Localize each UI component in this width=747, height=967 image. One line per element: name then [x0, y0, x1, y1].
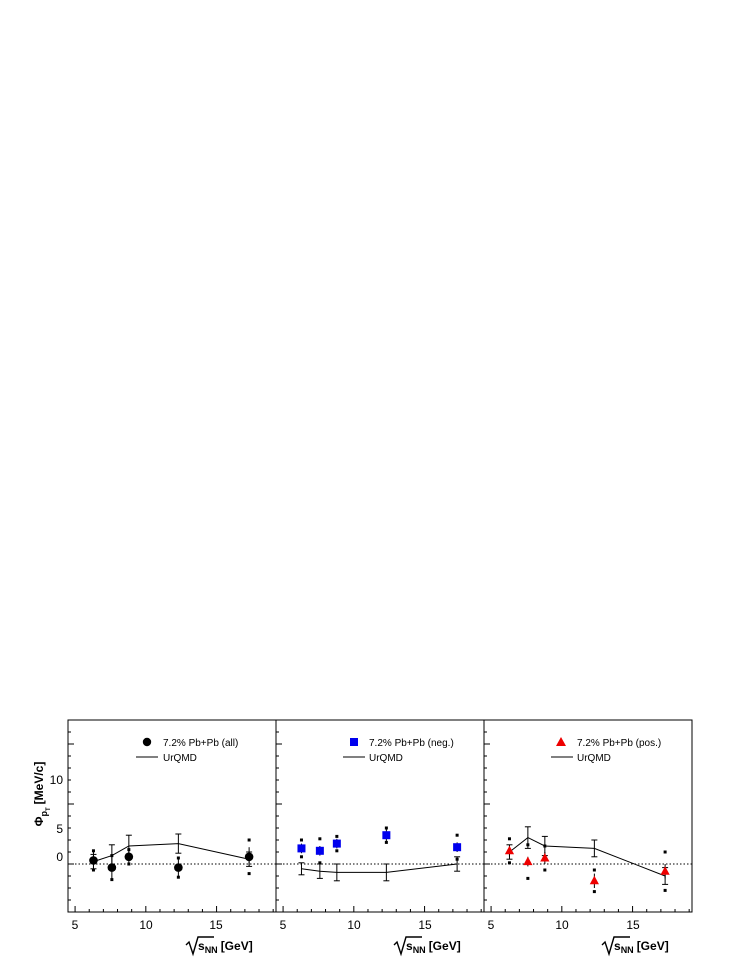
p2-urqmd-curve	[301, 863, 458, 873]
p2-data-point-0	[297, 844, 306, 853]
p1-x-axis-unit: [GeV]	[221, 939, 253, 953]
p2-data-sys-bottom-2	[335, 849, 339, 853]
p2-legend-marker	[350, 738, 358, 746]
p1-x-tick-label-10: 10	[139, 918, 153, 932]
p1-data-sys-bottom-0	[91, 868, 95, 872]
p3-x-axis-title: sNN [GeV]	[601, 936, 669, 957]
p3-legend: 7.2% Pb+Pb (pos.) UrQMD	[551, 737, 661, 764]
p3-legend-data-label: 7.2% Pb+Pb (pos.)	[577, 738, 661, 749]
p1-data-sys-top-1	[110, 854, 114, 858]
p1-data-sys-top-0	[91, 849, 95, 853]
p3-data-point-2	[540, 853, 550, 862]
y-axis-subsub: T	[46, 807, 52, 811]
p2-x-tick-label-10: 10	[347, 918, 361, 932]
y-axis-unit: [MeV/c]	[32, 762, 46, 805]
p2-data-sys-bottom-3	[384, 840, 388, 844]
p2-data-sys-bottom-4	[455, 857, 459, 861]
p3-legend-marker	[556, 737, 566, 746]
svg-text:sNN[GeV]: sNN [GeV]	[406, 939, 461, 955]
p3-data-point-3	[589, 875, 599, 885]
p3-x-axis-sub: NN	[621, 945, 634, 955]
p2-data-sys-bottom-0	[299, 855, 303, 859]
p3-legend-model-label: UrQMD	[577, 753, 611, 764]
p3-x-tick-label-10: 10	[555, 918, 569, 932]
p1-sqrt-sign	[185, 936, 214, 957]
p3-data-point-0	[504, 845, 515, 855]
p1-data-sys-bottom-1	[110, 878, 114, 882]
p3-data-sys-top-3	[592, 868, 596, 872]
svg-text:sNN[GeV]: sNN [GeV]	[614, 939, 669, 955]
p1-x-tick-label-15: 15	[209, 918, 223, 932]
p1-data-point-2	[124, 852, 134, 862]
p2-sqrt-sign	[393, 936, 422, 957]
p3-data-sys-top-4	[663, 850, 667, 854]
p3-data-sys-top-0	[507, 837, 511, 841]
p2-x-tick-label-15: 15	[418, 918, 432, 932]
p1-legend-marker	[142, 737, 152, 747]
p1-data-sys-bottom-2	[127, 862, 131, 866]
p1-data-sys-bottom-3	[176, 875, 180, 879]
p3-x-tick-label-15: 15	[626, 918, 640, 932]
p2-x-axis-sub: NN	[413, 945, 426, 955]
y-tick-label-5: 5	[56, 822, 63, 836]
p2-x-tick-label-5: 5	[280, 918, 287, 932]
y-axis-sub: p	[39, 811, 49, 817]
p2-data-point-3	[382, 831, 391, 840]
p3-data-sys-bottom-2	[543, 868, 547, 872]
p2-data-sys-top-2	[335, 834, 339, 838]
p2-data-sys-top-0	[299, 838, 303, 842]
p2-data-point-4	[453, 843, 462, 852]
p1-x-axis-title: sNN [GeV]	[185, 936, 253, 957]
p3-data-sys-bottom-3	[592, 890, 596, 894]
y-axis-symbol: Φ	[32, 816, 46, 826]
p3-data-sys-top-1	[526, 843, 530, 847]
p3-data-point-4	[660, 866, 670, 875]
p1-data-sys-top-2	[127, 848, 131, 852]
y-axis-title: ΦpT[MeV/c]	[32, 762, 52, 827]
p2-data-point-1	[315, 846, 324, 855]
p2-x-axis-title: sNN [GeV]	[393, 936, 461, 957]
p1-data-sys-top-3	[176, 856, 180, 860]
p2-legend-data-label: 7.2% Pb+Pb (neg.)	[369, 738, 454, 749]
p3-data-point-1	[523, 856, 533, 866]
p1-legend-data-label: 7.2% Pb+Pb (all)	[163, 738, 238, 749]
p2-x-axis-unit: [GeV]	[429, 939, 461, 953]
p3-data-sys-top-2	[543, 844, 547, 848]
p3-x-axis-var: s	[614, 939, 621, 953]
p2-legend-model-label: UrQMD	[369, 753, 403, 764]
p2-data-sys-bottom-1	[318, 861, 322, 865]
p1-data-point-4	[244, 852, 254, 862]
p3-data-sys-bottom-4	[663, 888, 667, 892]
p2-data-sys-top-4	[455, 833, 459, 837]
p3-urqmd-curve	[509, 837, 666, 877]
svg-text:sNN[GeV]: sNN [GeV]	[198, 939, 253, 955]
p2-legend: 7.2% Pb+Pb (neg.) UrQMD	[343, 738, 454, 764]
p1-x-axis-var: s	[198, 939, 205, 953]
p3-data-sys-bottom-1	[526, 876, 530, 880]
p1-legend-model-label: UrQMD	[163, 753, 197, 764]
p1-data-sys-bottom-4	[247, 872, 251, 876]
p1-urqmd-curve	[93, 843, 250, 863]
p1-data-point-3	[174, 863, 183, 872]
p3-sqrt-sign	[601, 936, 630, 957]
p2-data-point-2	[332, 839, 341, 848]
p1-legend: 7.2% Pb+Pb (all) UrQMD	[136, 737, 238, 764]
p1-data-point-0	[89, 856, 98, 865]
p1-x-axis-sub: NN	[205, 945, 218, 955]
p2-data-sys-top-1	[318, 837, 322, 841]
p1-data-point-1	[107, 863, 117, 872]
p2-data-sys-top-3	[384, 826, 388, 830]
svg-text:ΦpT[MeV/c]: ΦpT[MeV/c]	[32, 762, 52, 827]
y-tick-label-10: 10	[50, 773, 64, 787]
p1-data-sys-top-4	[247, 838, 251, 842]
p3-x-tick-label-5: 5	[488, 918, 495, 932]
p1-x-tick-label-5: 5	[72, 918, 79, 932]
y-tick-label-0: 0	[56, 850, 63, 864]
p2-x-axis-var: s	[406, 939, 413, 953]
p3-data-sys-bottom-0	[507, 861, 511, 865]
p3-x-axis-unit: [GeV]	[637, 939, 669, 953]
